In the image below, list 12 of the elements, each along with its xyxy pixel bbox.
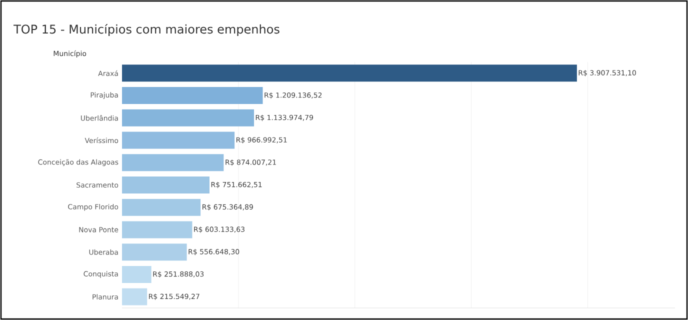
bar <box>122 154 224 172</box>
bar <box>122 288 148 306</box>
bar <box>122 244 187 261</box>
bar <box>122 266 152 283</box>
chart-title: TOP 15 - Municípios com maiores empenhos <box>14 24 280 36</box>
bar <box>122 198 201 216</box>
bar <box>122 221 192 238</box>
bar <box>122 109 254 126</box>
bar <box>122 176 210 194</box>
bar <box>122 64 577 82</box>
bar <box>122 132 235 149</box>
bar <box>122 87 263 104</box>
